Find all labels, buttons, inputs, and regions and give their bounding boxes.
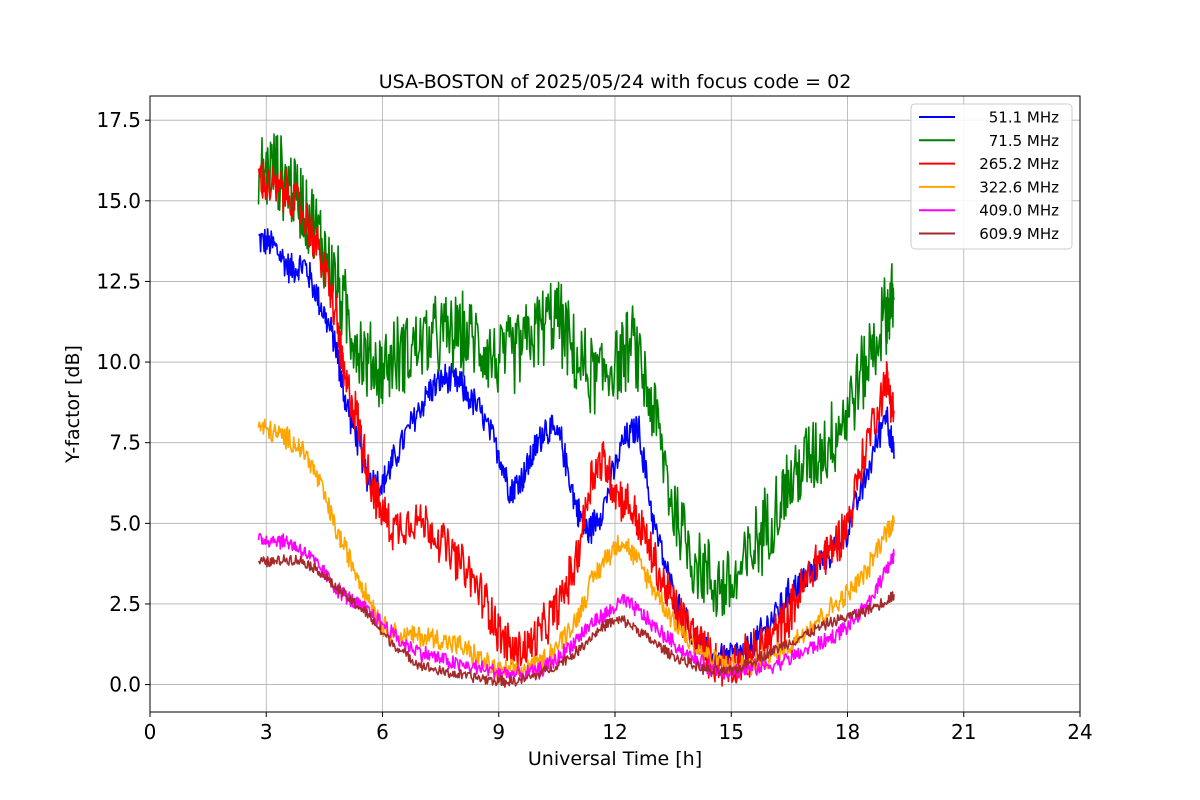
legend-label: 322.6 MHz <box>979 178 1059 196</box>
series-line <box>257 159 895 687</box>
legend-label: 609.9 MHz <box>979 225 1059 243</box>
y-tick-label: 5.0 <box>109 511 141 535</box>
legend-label: 409.0 MHz <box>979 202 1059 220</box>
y-tick-label: 17.5 <box>96 108 141 132</box>
chart-title: USA-BOSTON of 2025/05/24 with focus code… <box>379 71 852 93</box>
x-tick-label: 0 <box>144 720 157 744</box>
legend-label: 265.2 MHz <box>979 155 1059 173</box>
y-axis-label: Y-factor [dB] <box>62 345 84 464</box>
x-tick-label: 12 <box>602 720 627 744</box>
y-tick-label: 0.0 <box>109 673 141 697</box>
y-tick-label: 2.5 <box>109 592 141 616</box>
y-tick-label: 12.5 <box>96 269 141 293</box>
legend-label: 71.5 MHz <box>989 132 1059 150</box>
x-tick-label: 24 <box>1067 720 1092 744</box>
x-tick-label: 15 <box>719 720 744 744</box>
x-tick-label: 21 <box>951 720 976 744</box>
x-axis-label: Universal Time [h] <box>528 748 702 770</box>
legend: 51.1 MHz 71.5 MHz 265.2 MHz 322.6 MHz 409.0 … <box>910 103 1073 250</box>
x-tick-label: 9 <box>492 720 505 744</box>
series-line <box>257 554 895 688</box>
x-axis-ticks: 0 3 6 9 12 15 18 21 24 <box>144 712 1093 744</box>
series-line <box>257 133 895 617</box>
y-tick-label: 7.5 <box>109 431 141 455</box>
y-axis-ticks: 0.0 2.5 5.0 7.5 10.0 12.5 15.0 17.5 <box>96 108 150 697</box>
series-line <box>257 418 895 680</box>
x-tick-label: 3 <box>260 720 273 744</box>
y-tick-label: 15.0 <box>96 189 141 213</box>
x-tick-label: 18 <box>835 720 860 744</box>
series-lines <box>257 133 895 688</box>
legend-label: 51.1 MHz <box>989 109 1059 127</box>
x-tick-label: 6 <box>376 720 389 744</box>
y-tick-label: 10.0 <box>96 350 141 374</box>
